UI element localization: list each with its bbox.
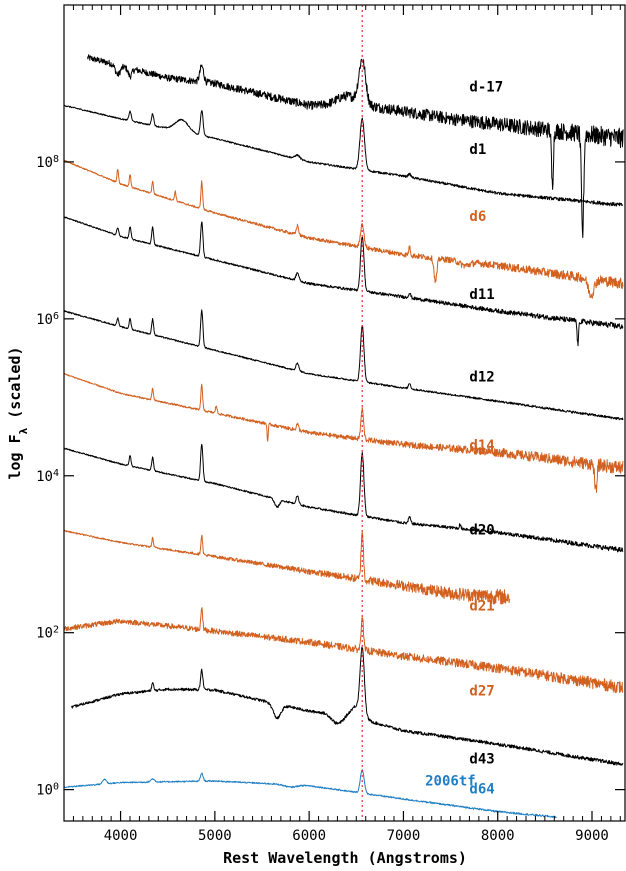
y-axis-label-subscript: λ (17, 427, 30, 434)
spectrum-label-d14: d14 (469, 438, 494, 454)
x-tick-label: 5000 (198, 828, 232, 844)
y-tick-label: 106 (36, 310, 59, 328)
y-axis-label: log Fλ (scaled) (6, 346, 30, 479)
y-tick-label: 100 (36, 781, 59, 799)
y-tick-label: 104 (36, 467, 59, 485)
spectrum-label-d6: d6 (469, 209, 486, 225)
spectrum-label-d64: d64 (469, 782, 494, 798)
y-axis-label-tail: (scaled) (6, 346, 24, 427)
y-axis-label-main: log F (6, 434, 24, 479)
spectrum-d64 (63, 769, 557, 819)
x-axis: 4000 5000 6000 7000 8000 9000 (72, 5, 621, 844)
spectrum-label-2006tf: 2006tf (425, 774, 476, 790)
spectrum-label-d27: d27 (469, 683, 494, 699)
spectrum-d20 (63, 443, 624, 553)
spectrum-d-17 (87, 54, 624, 238)
plot-frame (63, 4, 626, 822)
spectrum-d43 (71, 646, 624, 766)
spectrum-d11 (63, 216, 624, 347)
x-tick-label: 8000 (481, 828, 515, 844)
spectrum-d1 (63, 104, 624, 207)
x-tick-label: 9000 (575, 828, 609, 844)
spectra-layer (63, 54, 624, 819)
y-axis: 100 102 104 106 108 (36, 153, 625, 799)
y-tick-label: 108 (36, 153, 59, 171)
spectrum-label-d12: d12 (469, 370, 494, 386)
spectrum-label-d11: d11 (469, 287, 494, 303)
spectrum-d12 (63, 309, 624, 421)
spectrum-label-d-17: d-17 (469, 79, 503, 95)
y-tick-label: 102 (36, 624, 59, 642)
spectrum-d14 (63, 372, 624, 493)
spectrum-label-d21: d21 (469, 599, 494, 615)
spectrum-label-d20: d20 (469, 523, 494, 539)
spectrum-label-d43: d43 (469, 752, 494, 768)
x-axis-label: Rest Wavelength (Angstroms) (223, 849, 467, 867)
x-tick-label: 6000 (292, 828, 326, 844)
spectrum-d21 (63, 529, 511, 605)
spectrum-label-d1: d1 (469, 142, 486, 158)
x-tick-label: 7000 (387, 828, 421, 844)
spectrum-d6 (63, 159, 624, 299)
x-tick-label: 4000 (104, 828, 138, 844)
spectrum-d27 (63, 607, 624, 694)
